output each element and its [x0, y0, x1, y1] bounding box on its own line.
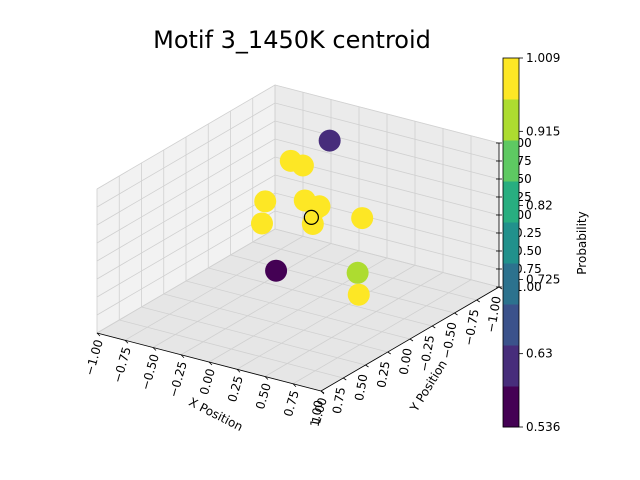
- gridline-y: [292, 135, 472, 385]
- x-tick-label: 0.50: [352, 373, 370, 402]
- y-tick-label: 0.50: [253, 381, 274, 411]
- gridline-y: [264, 128, 444, 377]
- data-point: [291, 154, 314, 177]
- colorbar-segment: [503, 99, 519, 141]
- gridline-z: [96, 84, 500, 190]
- colorbar-tick-label: 0.63: [526, 347, 553, 361]
- colorbar-segment: [503, 386, 519, 428]
- x-tick-mark: [387, 351, 391, 355]
- gridline-x: [163, 150, 388, 353]
- y-tick-label: −1.00: [82, 338, 106, 377]
- x-tick-mark: [432, 325, 436, 329]
- y-tick-label: −0.50: [138, 352, 162, 391]
- x-tick-mark: [476, 299, 480, 303]
- x-tick-mark: [409, 338, 414, 342]
- gridline-z: [96, 138, 500, 244]
- gridline-x: [230, 111, 455, 314]
- colorbar-segment: [503, 58, 519, 100]
- colorbar-frame: [502, 57, 520, 428]
- x-tick-label: −0.75: [462, 308, 482, 347]
- y-tick-mark: [152, 347, 157, 351]
- colorbar-segment: [503, 181, 519, 223]
- data-point: [254, 190, 277, 213]
- gridline-x: [141, 163, 366, 366]
- data-point: [250, 212, 273, 235]
- colorbar-tick-label: 0.915: [526, 124, 560, 138]
- gridline-x: [118, 176, 344, 379]
- colorbar: 1.009 0.915 0.82 0.725 0.63 0.536: [502, 51, 560, 434]
- y-tick-label: 0.00: [197, 367, 218, 397]
- x-tick-label: −0.50: [439, 321, 459, 360]
- x-tick-label: 1.00: [308, 399, 326, 428]
- y-tick-mark: [236, 368, 241, 373]
- gridline-z: [96, 102, 500, 208]
- colorbar-segment: [503, 222, 519, 264]
- gridline-z: [96, 120, 500, 226]
- gridline-y: [208, 114, 388, 363]
- colorbar-segment: [503, 304, 519, 346]
- gridline-z: [96, 210, 500, 316]
- y-tick-label: −0.75: [110, 345, 134, 384]
- x-tick-mark: [454, 312, 458, 316]
- gridline-z: [96, 156, 500, 262]
- y-tick-mark: [264, 376, 269, 380]
- y-tick-mark: [180, 354, 185, 359]
- colorbar-label: Probability: [575, 211, 589, 274]
- gridline-x: [252, 98, 477, 301]
- y-tick-mark: [292, 383, 297, 388]
- colorbar-segment: [503, 345, 519, 387]
- y-tick-mark: [208, 361, 213, 366]
- x-tick-label: 0.25: [374, 360, 392, 389]
- gridline-y: [236, 121, 416, 370]
- y-tick-label: −0.25: [166, 360, 190, 399]
- x-tick-label: 0.00: [397, 347, 415, 376]
- colorbar-tick-label: 0.82: [526, 198, 553, 212]
- centroid-marker: [303, 209, 319, 225]
- y-tick-mark: [320, 390, 325, 395]
- chart-title: Motif 3_1450K centroid: [153, 26, 431, 54]
- scatter-points: [250, 129, 374, 306]
- data-point: [318, 129, 341, 152]
- data-point: [346, 261, 369, 284]
- colorbar-tick-label: 0.725: [526, 273, 560, 287]
- y-tick-label: 0.75: [281, 389, 302, 419]
- gridline-z: [96, 192, 500, 298]
- colorbar-segment: [503, 263, 519, 305]
- gridline-x: [207, 124, 433, 327]
- y-tick-mark: [124, 339, 129, 344]
- x-tick-label: 0.75: [330, 386, 348, 415]
- gridline-y: [180, 106, 360, 356]
- colorbar-tick-label: 1.009: [526, 51, 560, 65]
- gridline-z: [96, 228, 500, 334]
- x-tick-label: −0.25: [417, 334, 437, 373]
- x-tick-mark: [343, 377, 347, 381]
- gridline-x: [185, 137, 411, 340]
- axes-grid: [96, 84, 500, 392]
- data-point: [347, 283, 370, 306]
- colorbar-segment: [503, 140, 519, 182]
- gridline-y: [124, 92, 304, 341]
- y-tick-mark: [96, 332, 101, 337]
- x-tick-mark: [365, 364, 369, 368]
- colorbar-tick-label: 0.536: [526, 420, 560, 434]
- y-tick-label: 0.25: [225, 374, 246, 404]
- gridline-z: [96, 174, 500, 280]
- x-tick-label: −1.00: [484, 295, 504, 334]
- data-point: [265, 259, 288, 282]
- data-point: [351, 207, 374, 230]
